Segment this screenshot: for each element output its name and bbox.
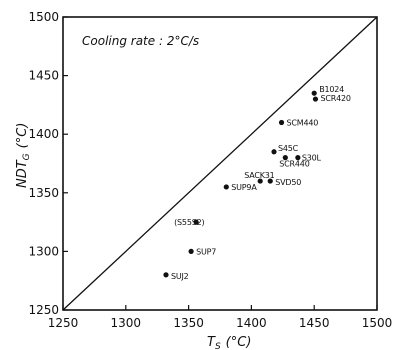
data-point-label: B1024: [319, 85, 344, 94]
data-point-label: SUP7: [196, 247, 216, 256]
data-point: [188, 248, 194, 254]
y-tick-label: 1250: [28, 303, 59, 317]
data-point: [193, 219, 199, 225]
data-point: [267, 178, 273, 184]
data-point: [311, 90, 317, 96]
y-axis-title: NDTG(°C): [15, 123, 32, 188]
data-point-label: (S55S2): [174, 218, 204, 227]
y-tick-label: 1400: [28, 127, 59, 141]
data-point-label: S30L: [302, 154, 322, 163]
y-axis-ticks: 1250 1300 1350 1400 1450 1500: [28, 10, 68, 317]
x-tick-label: 1250: [48, 316, 79, 330]
data-point-label: SCR420: [320, 94, 350, 103]
data-point-label: S45C: [278, 144, 299, 153]
x-tick-label: 1350: [173, 316, 204, 330]
data-point-label: SUP9A: [231, 183, 257, 192]
y-tick-label: 1350: [28, 186, 59, 200]
chart-annotation: Cooling rate : 2°C/s: [82, 34, 199, 48]
data-point-label: SCR440: [279, 160, 309, 169]
x-tick-label: 1300: [111, 316, 142, 330]
data-point-label: SACK31: [244, 171, 274, 180]
y-tick-label: 1450: [28, 69, 59, 83]
identity-line: [62, 16, 378, 311]
data-point-label: SCM440: [287, 118, 319, 127]
x-tick-label: 1450: [299, 316, 330, 330]
x-tick-label: 1400: [236, 316, 267, 330]
x-axis-ticks: 1250 1300 1350 1400 1450 1500: [48, 305, 393, 330]
data-point: [163, 272, 169, 278]
data-point: [223, 184, 229, 190]
y-tick-label: 1300: [28, 244, 59, 258]
data-point: [278, 119, 285, 126]
y-tick-label: 1500: [28, 10, 59, 24]
data-point: [282, 155, 288, 161]
x-tick-label: 1500: [362, 316, 393, 330]
data-point-label: SUJ2: [171, 272, 189, 281]
data-point-label: SVD50: [275, 178, 301, 187]
data-point: [257, 178, 263, 184]
data-point: [295, 155, 301, 161]
plot-frame: [62, 16, 378, 311]
x-axis-title: TS (°C): [207, 335, 251, 350]
data-point: [271, 149, 277, 155]
data-point: [312, 96, 319, 102]
